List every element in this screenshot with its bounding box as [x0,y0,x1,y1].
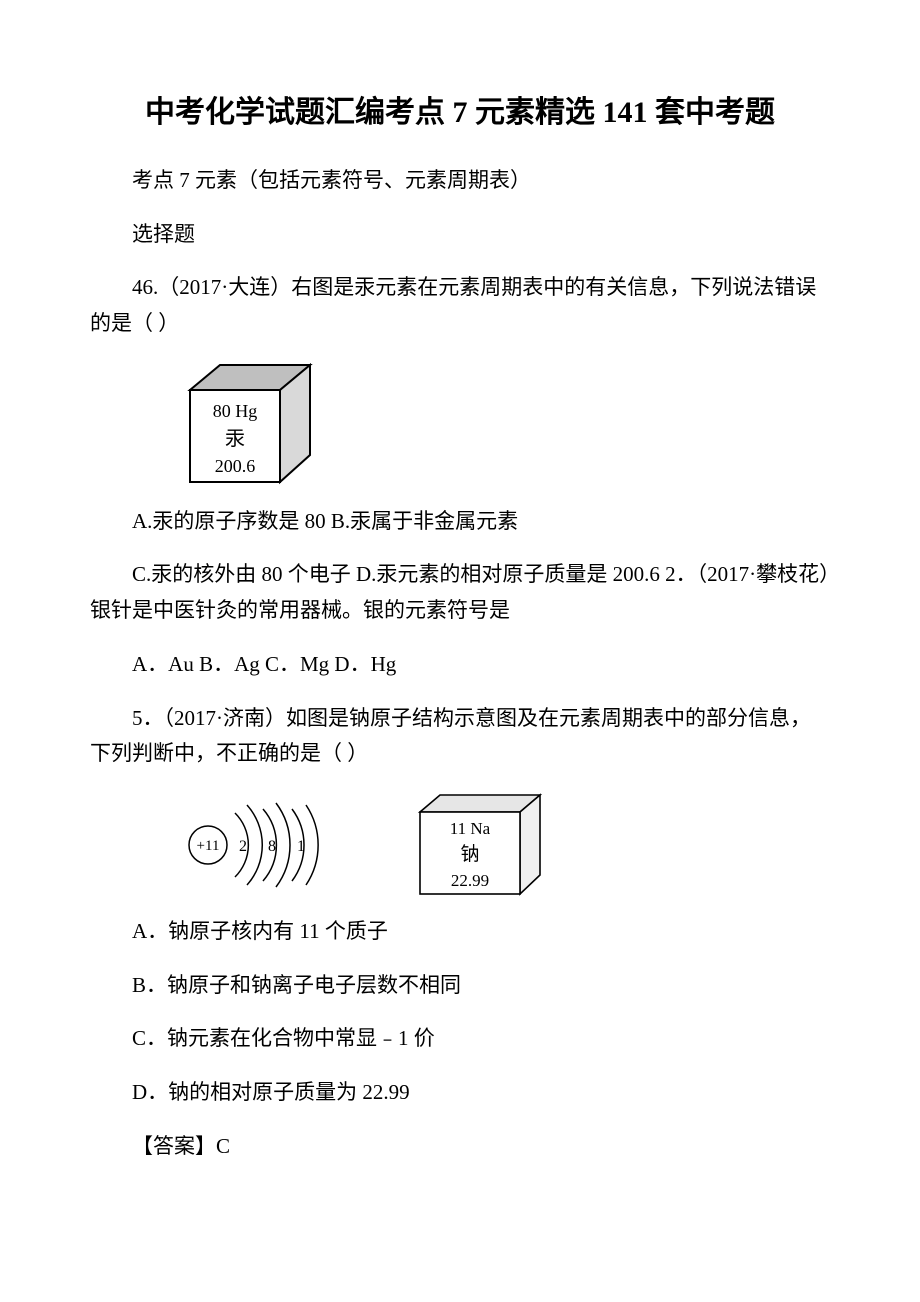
svg-text:80 Hg: 80 Hg [213,401,258,421]
q5-atom-icon: +11 2 8 1 [180,795,350,895]
svg-text:2: 2 [239,838,247,855]
svg-text:+11: +11 [197,838,220,854]
subtitle: 考点 7 元素（包括元素符号、元素周期表） [90,163,830,199]
q5-option-b: B．钠原子和钠离子电子层数不相同 [90,968,830,1004]
q5-answer: 【答案】C [90,1129,830,1165]
q46-figure-row: 80 Hg 汞 200.6 [180,360,830,490]
svg-text:200.6: 200.6 [215,456,256,476]
q46-options-line1: A.汞的原子序数是 80 B.汞属于非金属元素 [90,504,830,540]
document-page: 中考化学试题汇编考点 7 元素精选 141 套中考题 考点 7 元素（包括元素符… [0,0,920,1222]
svg-text:11 Na: 11 Na [450,819,491,838]
svg-text:汞: 汞 [225,428,245,450]
q5-text: 5．（2017·济南）如图是钠原子结构示意图及在元素周期表中的部分信息，下列判断… [90,701,830,772]
q5-option-a: A．钠原子核内有 11 个质子 [90,914,830,950]
page-title: 中考化学试题汇编考点 7 元素精选 141 套中考题 [90,90,830,135]
svg-text:钠: 钠 [460,843,479,865]
q5-cube-icon: 11 Na 钠 22.99 [410,790,550,900]
q46-cube-icon: 80 Hg 汞 200.6 [180,360,320,490]
svg-text:8: 8 [268,838,276,855]
q5-option-d: D．钠的相对原子质量为 22.99 [90,1075,830,1111]
svg-text:22.99: 22.99 [451,871,489,890]
q5-figure-row: +11 2 8 1 11 Na 钠 22.99 [180,790,830,900]
section-label: 选择题 [90,217,830,253]
q2-options: A．Au B．Ag C．Mg D．Hg [90,647,830,683]
svg-text:1: 1 [297,838,305,855]
q5-option-c: C．钠元素在化合物中常显﹣1 价 [90,1021,830,1057]
q46-text: 46.（2017·大连）右图是汞元素在元素周期表中的有关信息，下列说法错误的是（… [90,270,830,341]
q46-options-line2: C.汞的核外由 80 个电子 D.汞元素的相对原子质量是 200.6 2．（20… [90,557,830,628]
